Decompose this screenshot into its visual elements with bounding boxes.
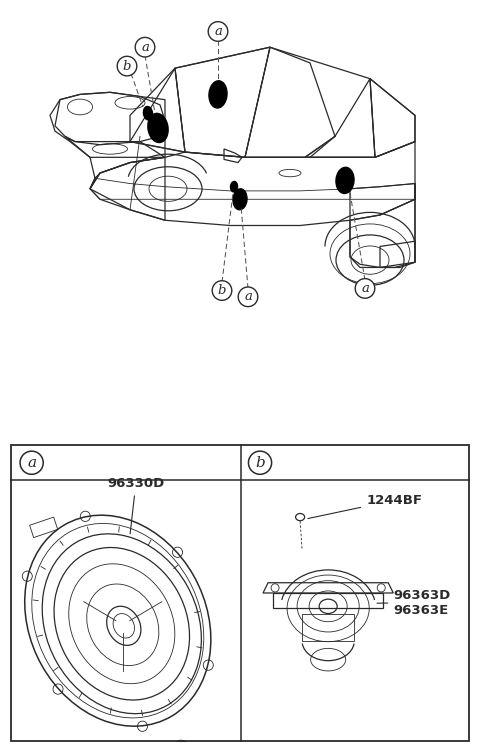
Text: b: b <box>218 284 226 297</box>
Ellipse shape <box>148 114 168 142</box>
Text: b: b <box>123 59 131 72</box>
Ellipse shape <box>144 106 153 120</box>
Text: a: a <box>141 41 149 53</box>
Text: 96363D
96363E: 96363D 96363E <box>377 589 451 617</box>
Text: b: b <box>255 456 265 470</box>
Ellipse shape <box>336 167 354 194</box>
Text: a: a <box>361 282 369 295</box>
Text: a: a <box>27 456 36 470</box>
Ellipse shape <box>209 81 227 108</box>
Ellipse shape <box>230 181 238 192</box>
Text: 94415: 94415 <box>0 752 1 753</box>
Text: a: a <box>214 25 222 38</box>
Text: a: a <box>244 291 252 303</box>
Ellipse shape <box>233 189 247 210</box>
Text: 1244BF: 1244BF <box>308 494 422 519</box>
Text: 96330D: 96330D <box>107 477 165 534</box>
